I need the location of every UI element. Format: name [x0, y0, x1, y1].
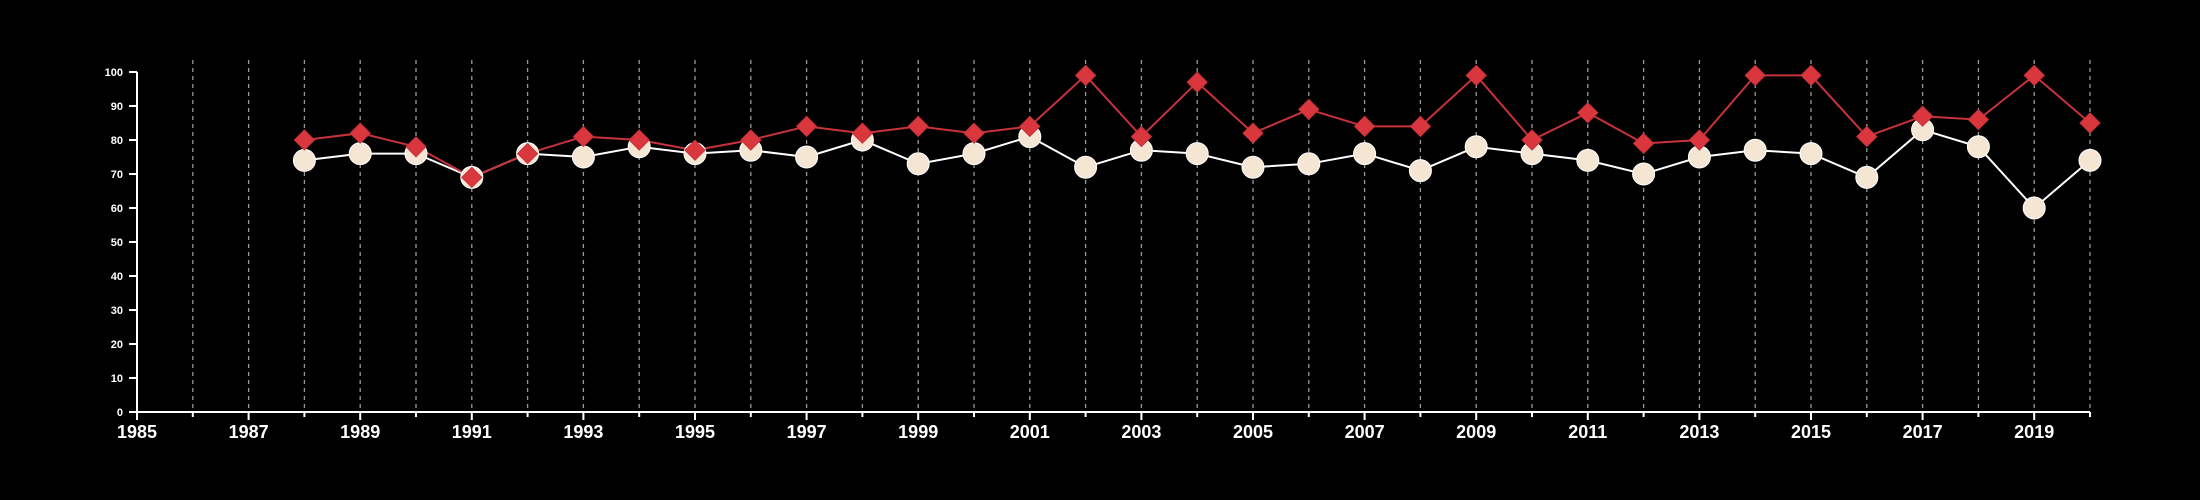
x-tick-label-2013: 2013 [1679, 422, 1719, 442]
series-2-point-1991 [461, 166, 483, 189]
y-tick-label-90: 90 [111, 101, 123, 113]
x-tick-label-1987: 1987 [229, 422, 269, 442]
series-2-point-2007 [1353, 115, 1376, 138]
series-2-point-1990 [405, 136, 427, 158]
x-tick-label-1995: 1995 [675, 422, 715, 442]
series-2-point-1993 [572, 125, 595, 148]
series-1-point-1997 [795, 145, 819, 169]
series-1-point-2009 [1464, 135, 1488, 159]
x-tick-label-2015: 2015 [1791, 422, 1831, 442]
series-1-point-1993 [571, 145, 595, 169]
x-tick-label-1989: 1989 [340, 422, 380, 442]
series-1-point-2016 [1855, 165, 1879, 189]
x-tick-label-1993: 1993 [563, 422, 603, 442]
x-tick-label-2001: 2001 [1010, 422, 1050, 442]
y-tick-label-10: 10 [111, 373, 123, 385]
series-2-point-2009 [1465, 64, 1487, 87]
series-2-point-2001 [1019, 115, 1041, 138]
series-1-point-2012 [1632, 162, 1656, 186]
series-2-point-2012 [1632, 132, 1655, 155]
x-tick-label-1991: 1991 [452, 422, 492, 442]
y-tick-label-100: 100 [105, 67, 123, 79]
series-1-point-1988 [292, 148, 316, 172]
series-2-point-2015 [1800, 64, 1822, 87]
series-2-point-1989 [349, 122, 371, 144]
series-1-point-2005 [1241, 155, 1265, 179]
series-1-point-2006 [1297, 152, 1321, 176]
vertical-grid-lines [192, 60, 2091, 412]
y-tick-label-70: 70 [111, 169, 123, 181]
x-tick-label-2017: 2017 [1903, 422, 1943, 442]
series-2-point-2018 [1967, 108, 1990, 131]
series-1-point-2007 [1353, 142, 1377, 166]
y-tick-label-40: 40 [111, 271, 123, 283]
series-2-point-2016 [1856, 125, 1878, 148]
series-2-point-1998 [851, 122, 874, 144]
series-1-point-2018 [1966, 135, 1990, 159]
series-1-point-2004 [1185, 142, 1209, 166]
series-1-point-2002 [1074, 155, 1098, 179]
series-2-point-2008 [1409, 115, 1432, 138]
x-tick-label-2003: 2003 [1121, 422, 1161, 442]
x-tick-label-2019: 2019 [2014, 422, 2054, 442]
series-2-point-1992 [516, 142, 539, 165]
series-2-point-2019 [2023, 64, 2045, 87]
x-tick-label-2011: 2011 [1568, 422, 1607, 442]
series-2-point-2005 [1242, 122, 1264, 144]
x-tick-label-2009: 2009 [1456, 422, 1496, 442]
series-2-point-2011 [1577, 102, 1599, 124]
data-series [292, 64, 2102, 220]
x-tick-label-2005: 2005 [1233, 422, 1273, 442]
series-1-point-2000 [962, 142, 986, 166]
y-tick-label-80: 80 [111, 135, 123, 147]
series-1-point-1999 [906, 152, 930, 176]
x-tick-label-1999: 1999 [898, 422, 938, 442]
y-tick-label-0: 0 [117, 407, 123, 419]
series-2-point-2010 [1521, 129, 1543, 151]
series-2-point-2014 [1744, 64, 1766, 87]
series-2-point-1988 [293, 129, 316, 151]
series-2-point-1999 [907, 115, 929, 138]
x-tick-label-1985: 1985 [117, 422, 157, 442]
series-2-point-2020 [2079, 112, 2101, 134]
series-2-point-2003 [1130, 125, 1153, 148]
series-2-point-2004 [1186, 71, 1208, 93]
series-2-point-2002 [1074, 64, 1097, 87]
series-2-point-2006 [1298, 98, 1320, 121]
y-tick-label-30: 30 [111, 305, 123, 317]
series-2-point-2017 [1911, 105, 1934, 127]
x-tick-label-2007: 2007 [1345, 422, 1385, 442]
series-1-point-2008 [1408, 159, 1432, 183]
y-tick-label-60: 60 [111, 203, 123, 215]
series-1-point-2019 [2022, 196, 2046, 220]
series-1-point-2014 [1743, 138, 1767, 162]
y-tick-label-50: 50 [111, 237, 123, 249]
series-2-point-1997 [795, 115, 818, 138]
series-1-point-1989 [348, 142, 372, 166]
series-1-point-2011 [1576, 148, 1600, 172]
series-1-point-2015 [1799, 142, 1823, 166]
series-1-point-2020 [2078, 148, 2102, 172]
series-2-point-1996 [740, 129, 762, 151]
series-2-point-1994 [628, 129, 650, 151]
y-tick-label-20: 20 [111, 339, 123, 351]
series-2-point-2013 [1688, 129, 1711, 151]
axes: 0 10 20 30 40 50 60 70 80 90 100 1985 1987 1989 1991 19… [105, 67, 2091, 442]
x-tick-label-1997: 1997 [787, 422, 827, 442]
series-2-point-2000 [963, 122, 985, 144]
series-2-point-1995 [684, 139, 706, 161]
